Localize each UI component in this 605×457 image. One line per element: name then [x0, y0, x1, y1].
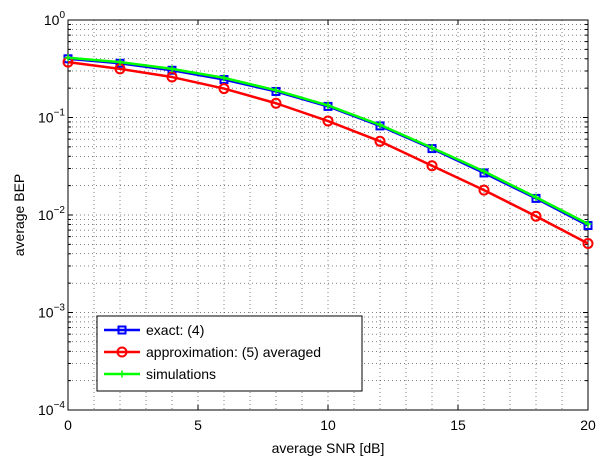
y-axis-label: average BEP [11, 174, 27, 257]
data-point [478, 184, 490, 196]
y-tick-label: 10−1 [38, 108, 65, 126]
data-point [428, 144, 436, 152]
x-axis-label: average SNR [dB] [272, 440, 385, 456]
data-point [220, 74, 228, 82]
x-tick-label: 0 [64, 417, 72, 433]
data-point [426, 160, 438, 172]
data-point [272, 86, 280, 94]
legend-label: approximation: (5) averaged [146, 344, 321, 360]
data-point [218, 83, 230, 95]
data-point [324, 101, 332, 109]
data-point [480, 167, 488, 175]
legend-swatch-marker [117, 325, 127, 335]
data-point [64, 54, 72, 62]
y-tick-label: 10−4 [38, 400, 65, 418]
series-2 [64, 54, 592, 228]
data-point [166, 71, 178, 83]
x-tick-label: 20 [580, 417, 596, 433]
data-point [322, 115, 334, 127]
y-tick-label: 10−2 [38, 205, 65, 223]
series-line [67, 60, 589, 245]
x-tick-label: 5 [194, 417, 202, 433]
data-point [116, 58, 124, 66]
legend-box [96, 315, 363, 392]
legend: exact: (4) approximation: (5) averaged sim… [96, 315, 363, 392]
legend-item: exact: (4) [104, 322, 204, 338]
legend-label: exact: (4) [146, 322, 204, 338]
series-1 [62, 56, 594, 250]
legend-label: simulations [146, 366, 216, 382]
y-tick-label: 100 [44, 10, 66, 28]
data-point [374, 135, 386, 147]
data-point [530, 210, 542, 222]
data-point [270, 97, 282, 109]
series-0 [63, 54, 593, 231]
data-point [582, 238, 594, 250]
legend-swatch-marker [116, 346, 128, 358]
legend-item: approximation: (5) averaged [104, 344, 321, 360]
data-point [584, 220, 592, 228]
legend-item: simulations [104, 366, 216, 382]
data-point [376, 121, 384, 129]
data-point [168, 65, 176, 73]
x-tick-label: 15 [450, 417, 466, 433]
axis-ticks: 0 5 10 15 20 100 10−1 10−2 10−3 10−4 [38, 10, 596, 433]
series-lines [62, 54, 594, 250]
legend-swatch-marker [118, 370, 126, 378]
x-tick-label: 10 [320, 417, 336, 433]
y-tick-label: 10−3 [38, 303, 65, 321]
data-point [532, 193, 540, 201]
